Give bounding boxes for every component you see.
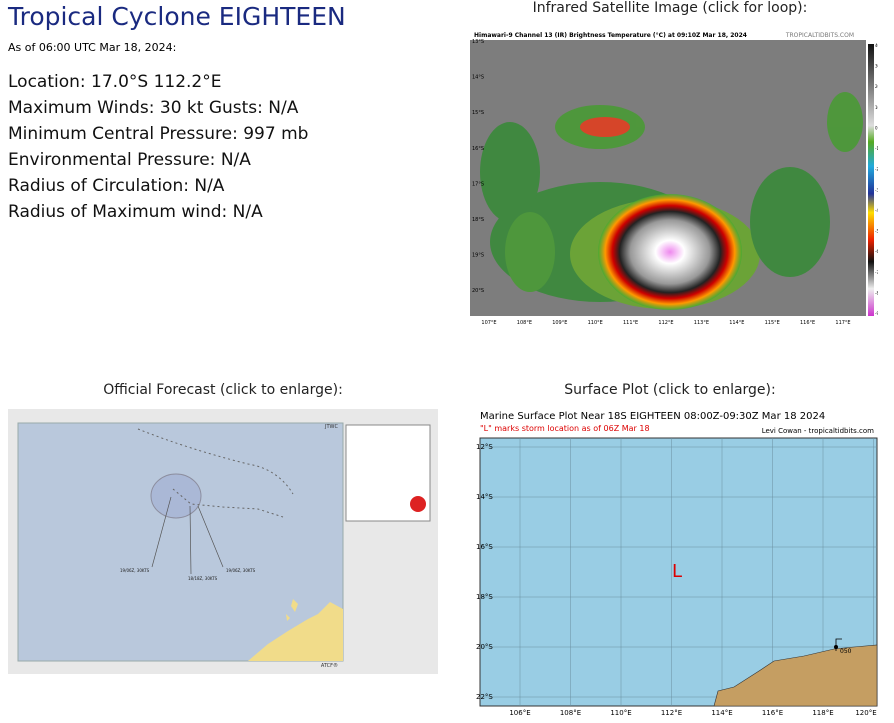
scale-label: -80 xyxy=(875,290,878,295)
surface-credit: Levi Cowan - tropicaltidbits.com xyxy=(762,427,874,435)
detail-line: Location: 17.0°S 112.2°E xyxy=(8,72,222,92)
scale-label: 30 xyxy=(875,64,878,69)
lon-label: 107°E xyxy=(481,320,496,324)
lat-label: 14°S xyxy=(476,493,493,501)
lat-label: 14°S xyxy=(472,75,484,81)
lon-label: 114°E xyxy=(711,709,732,717)
lon-label: 112°E xyxy=(661,709,682,717)
lat-label: 22°S xyxy=(476,693,493,701)
lon-label: 116°E xyxy=(800,320,815,324)
scale-label: -60 xyxy=(875,249,878,254)
lat-label: 16°S xyxy=(476,543,493,551)
lon-label: 113°E xyxy=(694,320,709,324)
track-label: 19/06Z, 30KTS xyxy=(120,568,150,573)
scale-label: -40 xyxy=(875,208,878,213)
detail-line: Radius of Maximum wind: N/A xyxy=(8,202,263,222)
scale-label: -20 xyxy=(875,167,878,172)
storm-marker: L xyxy=(672,561,682,582)
lat-label: 13°S xyxy=(472,39,484,45)
lon-label: 111°E xyxy=(623,320,638,324)
lat-label: 18°S xyxy=(476,593,493,601)
lat-label: 12°S xyxy=(476,443,493,451)
lon-label: 114°E xyxy=(729,320,744,324)
station-label: 050 xyxy=(840,648,852,655)
lat-label: 19°S xyxy=(472,253,484,259)
surface-note: "L" marks storm location as of 06Z Mar 1… xyxy=(480,424,650,433)
detail-line: Minimum Central Pressure: 997 mb xyxy=(8,124,309,144)
scale-label: -10 xyxy=(875,146,878,151)
lon-label: 112°E xyxy=(658,320,673,324)
detail-line: Maximum Winds: 30 kt Gusts: N/A xyxy=(8,98,299,118)
scale-label: 0 xyxy=(875,125,878,130)
surface-heading: Surface Plot (click to enlarge): xyxy=(564,382,776,398)
lon-label: 117°E xyxy=(835,320,850,324)
lat-label: 20°S xyxy=(472,288,484,294)
track-label: 19/06Z, 30KTS xyxy=(226,568,256,573)
lon-label: 108°E xyxy=(560,709,581,717)
lon-label: 118°E xyxy=(812,709,833,717)
lon-label: 110°E xyxy=(610,709,631,717)
as-of: As of 06:00 UTC Mar 18, 2024: xyxy=(8,41,177,54)
agency-label: JTWC xyxy=(324,424,338,430)
scale-label: 40 xyxy=(875,43,878,48)
forecast-image[interactable]: JTWC ATCF® 19/06Z, 30KTS 18/18Z, 30KTS 1… xyxy=(8,409,438,674)
surface-plot[interactable]: Marine Surface Plot Near 18S EIGHTEEN 08… xyxy=(474,409,884,721)
detail-line: Environmental Pressure: N/A xyxy=(8,150,251,170)
satellite-heading: Infrared Satellite Image (click for loop… xyxy=(532,0,808,16)
scale-label: -90 xyxy=(875,311,878,316)
detail-line: Radius of Circulation: N/A xyxy=(8,176,225,196)
forecast-heading: Official Forecast (click to enlarge): xyxy=(103,382,343,398)
satellite-caption: Himawari-9 Channel 13 (IR) Brightness Te… xyxy=(474,32,747,39)
lat-label: 17°S xyxy=(472,181,484,187)
footer-label: ATCF® xyxy=(321,662,338,669)
colorbar xyxy=(868,44,874,316)
storm-title: Tropical Cyclone EIGHTEEN xyxy=(8,2,346,31)
scale-label: 10 xyxy=(875,105,878,110)
lon-label: 116°E xyxy=(762,709,783,717)
lon-label: 120°E xyxy=(855,709,876,717)
lat-label: 18°S xyxy=(472,217,484,223)
scale-label: -70 xyxy=(875,270,878,275)
lon-label: 115°E xyxy=(765,320,780,324)
lat-label: 20°S xyxy=(476,643,493,651)
lon-label: 106°E xyxy=(509,709,530,717)
lon-label: 108°E xyxy=(517,320,532,324)
satellite-image[interactable]: Himawari-9 Channel 13 (IR) Brightness Te… xyxy=(470,32,878,324)
scale-label: -30 xyxy=(875,187,878,192)
satellite-credit: TROPICALTIDBITS.COM xyxy=(785,32,854,39)
lat-label: 16°S xyxy=(472,146,484,152)
scale-label: -50 xyxy=(875,229,878,234)
lat-label: 15°S xyxy=(472,110,484,116)
surface-title: Marine Surface Plot Near 18S EIGHTEEN 08… xyxy=(480,411,825,422)
scale-label: 20 xyxy=(875,84,878,89)
track-label: 18/18Z, 30KTS xyxy=(188,576,218,581)
lon-label: 110°E xyxy=(588,320,603,324)
lon-label: 109°E xyxy=(552,320,567,324)
